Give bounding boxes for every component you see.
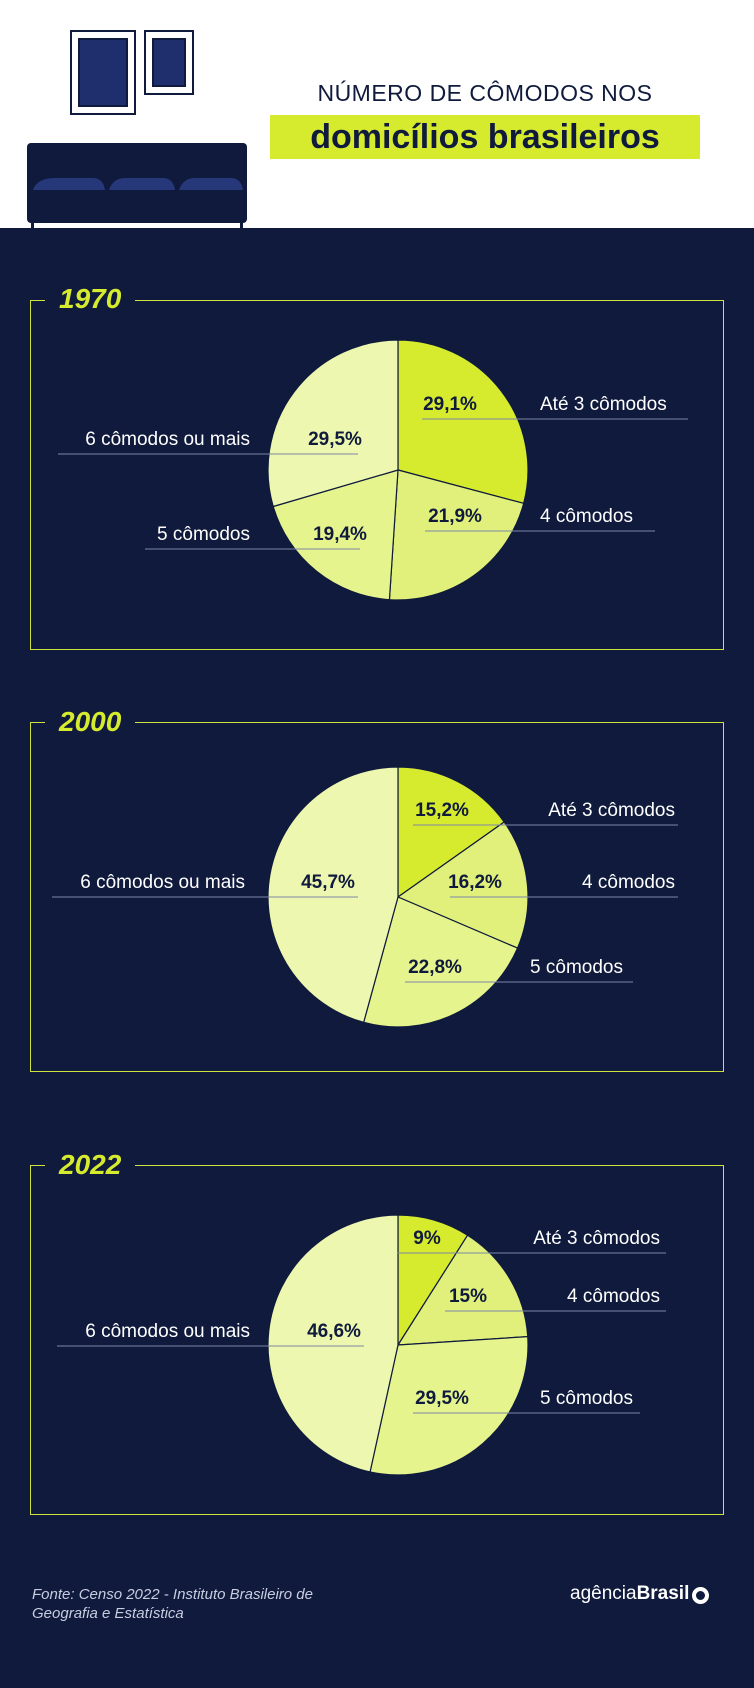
pie-slice-2000-2 [362, 896, 519, 1028]
value-label-1970-0: 29,1% [423, 394, 477, 415]
source-line-2: Geografia e Estatística [32, 1605, 184, 1622]
year-label-2022: 2022 [45, 1148, 136, 1182]
value-label-1970-1: 21,9% [428, 506, 482, 527]
category-label-2000-1: 4 cômodos [582, 872, 675, 893]
category-label-2000-2: 5 cômodos [530, 957, 623, 978]
category-label-1970-0: Até 3 cômodos [540, 394, 667, 415]
value-label-2022-2: 29,5% [415, 1388, 469, 1409]
value-label-2000-0: 15,2% [415, 800, 469, 821]
category-label-1970-3: 6 cômodos ou mais [85, 429, 250, 450]
logo-text-light: agência [570, 1583, 637, 1604]
value-label-2000-1: 16,2% [448, 872, 502, 893]
wall-picture-small [144, 30, 194, 95]
value-label-2022-1: 15% [449, 1286, 487, 1307]
source-note: Fonte: Censo 2022 - Instituto Brasileiro… [32, 1585, 313, 1623]
source-line-1: Fonte: Censo 2022 - Instituto Brasileiro… [32, 1586, 313, 1603]
value-label-2022-3: 46,6% [307, 1321, 361, 1342]
value-label-2000-3: 45,7% [301, 872, 355, 893]
year-label-2000: 2000 [45, 705, 136, 739]
value-label-2022-0: 9% [413, 1228, 441, 1249]
panel-1970 [30, 300, 724, 650]
logo-text-bold: Brasil [636, 1583, 690, 1604]
value-label-2000-2: 22,8% [408, 957, 462, 978]
pie-slice-2000-3 [267, 766, 399, 1024]
pie-slice-1970-2 [272, 469, 399, 601]
category-label-2022-3: 6 cômodos ou mais [85, 1321, 250, 1342]
value-label-1970-3: 29,5% [308, 429, 362, 450]
pie-slice-2022-2 [369, 1336, 529, 1476]
pie-slice-2022-1 [396, 1234, 529, 1346]
category-label-2000-3: 6 cômodos ou mais [80, 872, 245, 893]
pie-slice-2000-1 [396, 821, 529, 949]
pie-slice-2000-0 [397, 766, 506, 899]
header-banner: NÚMERO DE CÔMODOS NOS domicílios brasile… [0, 0, 754, 230]
pie-slice-1970-1 [388, 469, 525, 601]
pie-slice-2022-3 [267, 1214, 399, 1473]
category-label-2022-1: 4 cômodos [567, 1286, 660, 1307]
category-label-1970-2: 5 cômodos [157, 524, 250, 545]
panel-2022 [30, 1165, 724, 1515]
category-label-2022-2: 5 cômodos [540, 1388, 633, 1409]
wall-picture-large [70, 30, 136, 115]
title-line-2: domicílios brasileiros [270, 115, 700, 159]
sofa-illustration [27, 143, 247, 230]
category-label-2000-0: Até 3 cômodos [548, 800, 675, 821]
value-label-1970-2: 19,4% [313, 524, 367, 545]
agencia-brasil-logo: agênciaBrasil [570, 1583, 710, 1605]
category-label-1970-1: 4 cômodos [540, 506, 633, 527]
pie-slice-1970-0 [397, 339, 529, 505]
category-label-2022-0: Até 3 cômodos [533, 1228, 660, 1249]
year-label-1970: 1970 [45, 282, 136, 316]
panel-2000 [30, 722, 724, 1072]
title-line-1: NÚMERO DE CÔMODOS NOS [317, 80, 653, 106]
logo-ring-icon [692, 1587, 710, 1604]
pie-slice-1970-3 [267, 339, 399, 508]
